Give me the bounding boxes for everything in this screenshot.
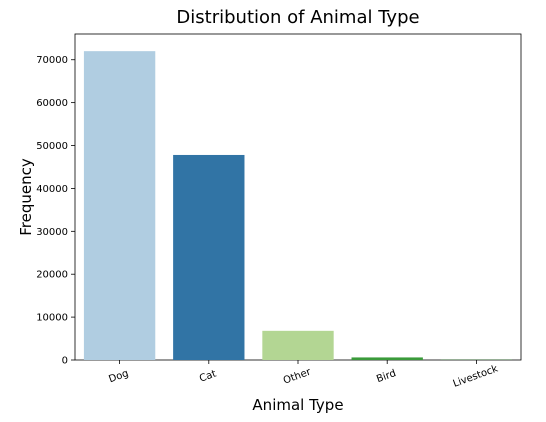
bars-group — [83, 51, 513, 360]
y-tick-label: 20000 — [36, 270, 68, 281]
y-tick-label: 10000 — [36, 313, 68, 324]
x-tick-label-bird: Bird — [375, 368, 397, 385]
y-tick-label: 30000 — [36, 227, 68, 238]
x-tick-label-cat: Cat — [198, 369, 218, 385]
bar-other — [262, 330, 334, 360]
y-tick-label: 0 — [62, 356, 68, 367]
x-axis-ticks: Dog Cat Other Bird Livestock — [107, 360, 500, 390]
y-tick-label: 40000 — [36, 184, 68, 195]
x-axis-label: Animal Type — [252, 396, 343, 414]
y-tick-label: 60000 — [36, 98, 68, 109]
bar-cat — [173, 154, 245, 360]
y-axis-ticks: 0 10000 20000 30000 40000 50000 60000 70000 — [36, 55, 75, 367]
chart-title: Distribution of Animal Type — [176, 7, 419, 28]
x-tick-label-other: Other — [282, 366, 313, 386]
x-tick-label-livestock: Livestock — [452, 363, 500, 389]
x-tick-label-dog: Dog — [107, 368, 130, 385]
y-tick-label: 70000 — [36, 55, 68, 66]
y-axis-label: Frequency — [17, 158, 35, 236]
bar-bird — [351, 357, 423, 360]
y-tick-label: 50000 — [36, 141, 68, 152]
bar-dog — [83, 51, 156, 360]
